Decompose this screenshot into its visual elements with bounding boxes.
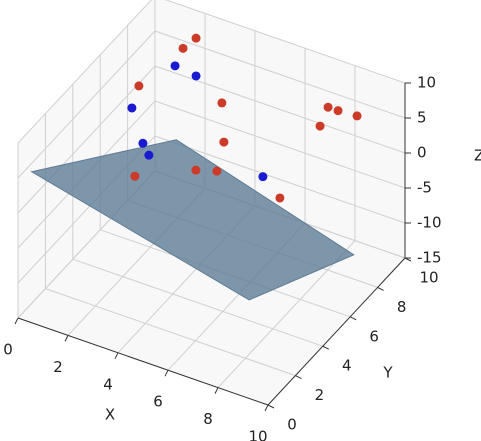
x-axis-line (17, 317, 269, 406)
surface-layer (30, 139, 355, 301)
point (217, 98, 227, 108)
point (130, 171, 140, 181)
z-tick-label: 0 (417, 144, 427, 162)
tick-mark (64, 335, 69, 342)
point (191, 71, 201, 81)
y-tick-label: 4 (342, 357, 352, 375)
grid-line (154, 135, 406, 224)
tick-mark (114, 352, 119, 360)
points-layer (127, 33, 362, 203)
point (134, 81, 144, 91)
tick-mark (377, 286, 384, 291)
z-tick-label: -10 (417, 214, 442, 232)
grid-line (217, 240, 356, 388)
x-tick-label: 2 (53, 358, 63, 376)
tick-mark (295, 375, 302, 380)
point (144, 150, 154, 160)
grid-line (154, 100, 406, 189)
point (352, 111, 362, 121)
grid-line (164, 0, 406, 84)
point (333, 106, 343, 116)
z-axis-label: Z (474, 147, 481, 165)
y-tick-label: 8 (397, 298, 407, 316)
tick-mark (267, 404, 275, 409)
y-tick-label: 10 (419, 269, 438, 287)
point (323, 102, 333, 112)
y-tick-label: 0 (287, 416, 297, 434)
point (212, 166, 222, 176)
y-axis-line (267, 257, 406, 406)
tick-mark (349, 316, 357, 321)
tick-mark (322, 345, 330, 350)
point (138, 138, 148, 148)
x-tick-label: 4 (103, 375, 113, 393)
point (258, 172, 268, 182)
x-tick-label: 0 (3, 341, 13, 359)
pane-left (18, 0, 155, 318)
point (275, 193, 285, 203)
point (178, 43, 188, 53)
grid-line (17, 0, 152, 144)
z-tick-label: 5 (417, 109, 427, 127)
tick-mark (264, 404, 269, 412)
y-tick-label: 6 (369, 327, 379, 345)
y-tick-label: 2 (315, 386, 325, 404)
plane-surface (30, 139, 355, 301)
point (191, 165, 201, 175)
grid-line (72, 258, 323, 347)
point (191, 33, 201, 43)
tick-mark (164, 369, 169, 377)
point (219, 137, 229, 147)
grid-line (154, 65, 406, 154)
grid-line (17, 65, 156, 214)
point (315, 121, 325, 131)
grid-line (154, 30, 406, 119)
x-tick-label: 10 (248, 428, 267, 441)
z-tick-label: 10 (417, 74, 436, 92)
x-tick-label: 6 (153, 393, 163, 411)
grid-line (45, 288, 296, 377)
pane-back (155, 0, 405, 258)
point (170, 61, 180, 71)
point (127, 103, 137, 113)
x-axis-label: X (105, 406, 115, 424)
y-axis-label: Y (382, 364, 393, 382)
x-tick-label: 8 (203, 410, 213, 428)
z-tick-label: -5 (417, 179, 432, 197)
tick-mark (14, 317, 19, 325)
z-tick-label: -15 (417, 249, 442, 267)
tick-mark (214, 387, 219, 394)
grid-line (17, 30, 156, 179)
